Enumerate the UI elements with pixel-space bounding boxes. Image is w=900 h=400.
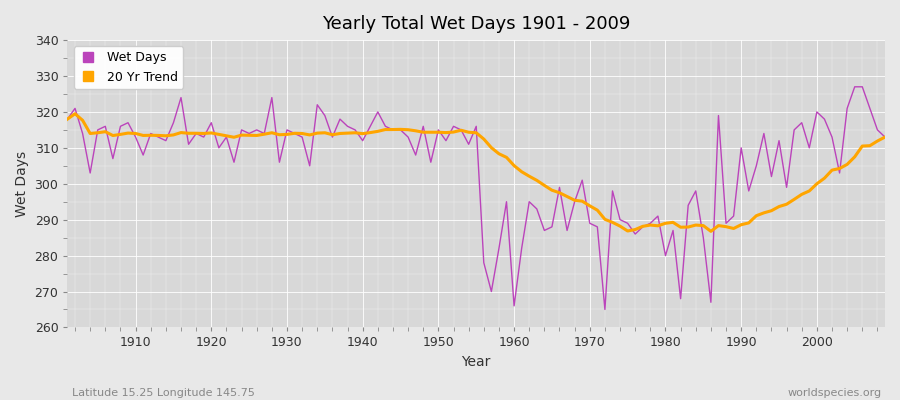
Wet Days: [508, 304, 519, 308]
Wet Days: [850, 84, 860, 89]
Wet Days: [335, 117, 346, 122]
Wet Days: [879, 135, 890, 140]
20 Yr Trend: [69, 111, 80, 116]
Wet Days: [501, 199, 512, 204]
Y-axis label: Wet Days: Wet Days: [15, 151, 29, 217]
Wet Days: [608, 188, 618, 193]
20 Yr Trend: [508, 163, 519, 168]
Text: worldspecies.org: worldspecies.org: [788, 388, 882, 398]
Wet Days: [62, 117, 73, 122]
20 Yr Trend: [130, 131, 141, 136]
Legend: Wet Days, 20 Yr Trend: Wet Days, 20 Yr Trend: [74, 46, 184, 89]
X-axis label: Year: Year: [462, 355, 490, 369]
Line: 20 Yr Trend: 20 Yr Trend: [68, 114, 885, 231]
20 Yr Trend: [706, 229, 716, 234]
Line: Wet Days: Wet Days: [68, 87, 885, 310]
Wet Days: [122, 120, 133, 125]
20 Yr Trend: [517, 169, 527, 174]
Title: Yearly Total Wet Days 1901 - 2009: Yearly Total Wet Days 1901 - 2009: [322, 15, 630, 33]
20 Yr Trend: [342, 131, 353, 136]
Wet Days: [599, 307, 610, 312]
Wet Days: [289, 131, 300, 136]
20 Yr Trend: [608, 220, 618, 225]
Text: Latitude 15.25 Longitude 145.75: Latitude 15.25 Longitude 145.75: [72, 388, 255, 398]
20 Yr Trend: [879, 135, 890, 140]
20 Yr Trend: [62, 117, 73, 122]
20 Yr Trend: [297, 131, 308, 136]
